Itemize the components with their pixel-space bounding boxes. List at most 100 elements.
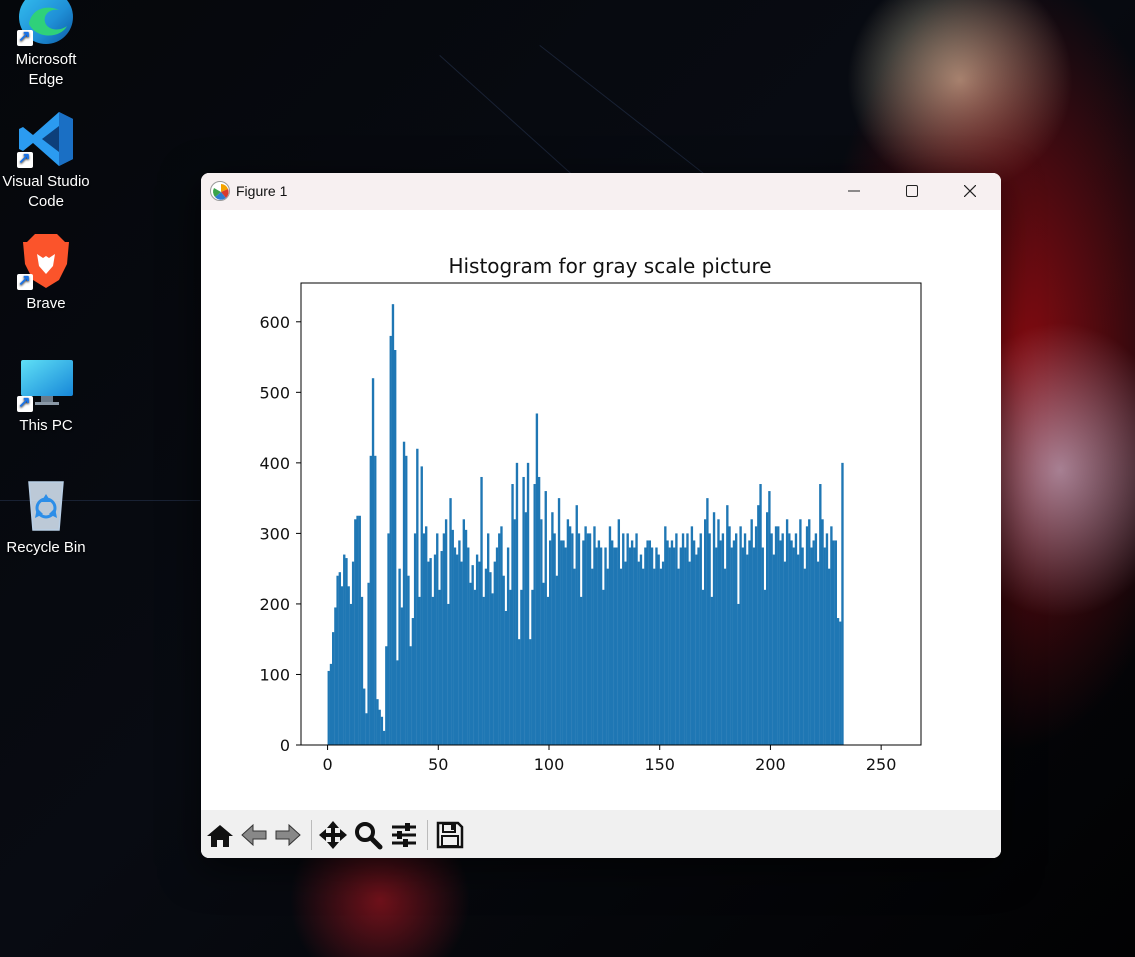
histogram-bar — [708, 533, 711, 745]
histogram-bar — [841, 462, 844, 745]
histogram-bar — [520, 589, 523, 745]
histogram-bar — [469, 582, 472, 745]
histogram-bar — [633, 547, 636, 745]
histogram-bar — [792, 547, 795, 745]
histogram-bar — [635, 533, 638, 745]
y-tick-label: 0 — [280, 736, 290, 755]
histogram-bar — [606, 568, 609, 745]
save-icon — [436, 821, 464, 849]
forward-arrow-icon — [275, 823, 301, 847]
histogram-bar — [427, 561, 430, 745]
desktop-icon-label: Edge — [28, 71, 64, 88]
histogram-bar — [336, 575, 339, 745]
histogram-bar — [440, 551, 443, 745]
histogram-bar — [493, 561, 497, 745]
histogram-bar — [571, 533, 574, 745]
histogram-bar — [533, 484, 536, 745]
histogram-bar — [799, 519, 802, 745]
histogram-bar — [794, 533, 798, 745]
histogram-bar — [487, 533, 490, 745]
figure-window[interactable]: Figure 1 Histogram for gray scale pictur… — [201, 173, 1001, 858]
histogram-bar — [737, 603, 740, 745]
histogram-bar — [416, 448, 419, 745]
histogram-bar — [422, 533, 426, 745]
back-arrow-icon — [241, 823, 267, 847]
desktop-icon-brave[interactable]: Brave — [0, 230, 92, 314]
x-tick-label: 150 — [644, 755, 675, 774]
histogram-bar — [371, 378, 375, 745]
histogram-bar — [363, 688, 366, 745]
histogram-bar — [622, 533, 625, 745]
histogram-bar — [630, 540, 634, 745]
histogram-bar — [730, 547, 733, 745]
histogram-bar — [599, 547, 603, 745]
histogram-bar — [721, 533, 725, 745]
histogram-bar — [814, 533, 818, 745]
configure-subplots-icon — [392, 823, 416, 847]
histogram-bar — [332, 632, 335, 745]
desktop-icon-recycle-bin[interactable]: Recycle Bin — [0, 474, 92, 558]
histogram-bar — [400, 607, 404, 745]
home-button[interactable] — [205, 820, 235, 850]
desktop-icon-this-pc[interactable]: This PC — [0, 352, 92, 436]
histogram-bar — [418, 596, 421, 745]
histogram-bar — [566, 519, 570, 745]
title-bar[interactable]: Figure 1 — [201, 173, 1001, 210]
minimize-button[interactable] — [825, 173, 883, 210]
desktop-icon-vscode[interactable]: Visual Studio Code — [0, 108, 92, 212]
histogram-bar — [832, 540, 835, 745]
pan-button[interactable] — [318, 820, 348, 850]
desktop-icon-edge[interactable]: Microsoft Edge — [0, 0, 92, 90]
histogram-bar — [664, 526, 667, 745]
histogram-bar — [374, 455, 377, 745]
histogram-bar — [825, 533, 829, 745]
histogram-bar — [732, 540, 736, 745]
histogram-bar — [351, 561, 355, 745]
histogram-bar — [819, 484, 822, 745]
histogram-bar — [489, 572, 492, 745]
histogram-bar — [828, 568, 831, 745]
histogram-bar — [484, 568, 488, 745]
histogram-bar — [695, 554, 698, 745]
histogram-bar — [402, 441, 406, 745]
histogram-bar — [803, 568, 807, 745]
histogram-bar — [759, 484, 762, 745]
histogram-bar — [546, 596, 550, 745]
edge-icon — [15, 0, 77, 48]
maximize-icon — [906, 185, 918, 197]
histogram-bar — [405, 455, 408, 745]
close-button[interactable] — [941, 173, 999, 210]
histogram-bar — [480, 476, 483, 745]
histogram-bar — [719, 540, 722, 745]
shortcut-arrow-icon — [17, 393, 33, 413]
maximize-button[interactable] — [883, 173, 941, 210]
figure-canvas[interactable]: Histogram for gray scale picture 0 50 100 1… — [201, 210, 1001, 810]
histogram-bar — [378, 709, 381, 745]
histogram-bar — [797, 554, 800, 745]
histogram-bar — [812, 540, 815, 745]
forward-button[interactable] — [273, 820, 303, 850]
histogram-bar — [710, 596, 714, 745]
histogram-bar — [360, 596, 364, 745]
histogram-bar — [715, 547, 718, 745]
navigation-toolbar — [201, 810, 1001, 858]
histogram-bar — [407, 575, 410, 745]
histogram-bar — [717, 519, 720, 745]
histogram-bar — [648, 540, 652, 745]
histogram-bar — [768, 491, 771, 745]
histogram-bar — [772, 554, 776, 745]
back-button[interactable] — [239, 820, 269, 850]
save-button[interactable] — [435, 820, 465, 850]
histogram-bar — [580, 596, 583, 745]
configure-subplots-button[interactable] — [389, 820, 419, 850]
window-title: Figure 1 — [236, 183, 288, 199]
desktop-icon-label: This PC — [19, 417, 73, 434]
histogram-bar — [591, 568, 594, 745]
home-icon — [207, 825, 233, 847]
pan-icon — [319, 821, 347, 849]
histogram-bar — [650, 547, 654, 745]
histogram-bar — [830, 526, 833, 745]
histogram-bar — [668, 547, 671, 745]
zoom-button[interactable] — [353, 820, 383, 850]
axes-frame — [300, 282, 922, 746]
